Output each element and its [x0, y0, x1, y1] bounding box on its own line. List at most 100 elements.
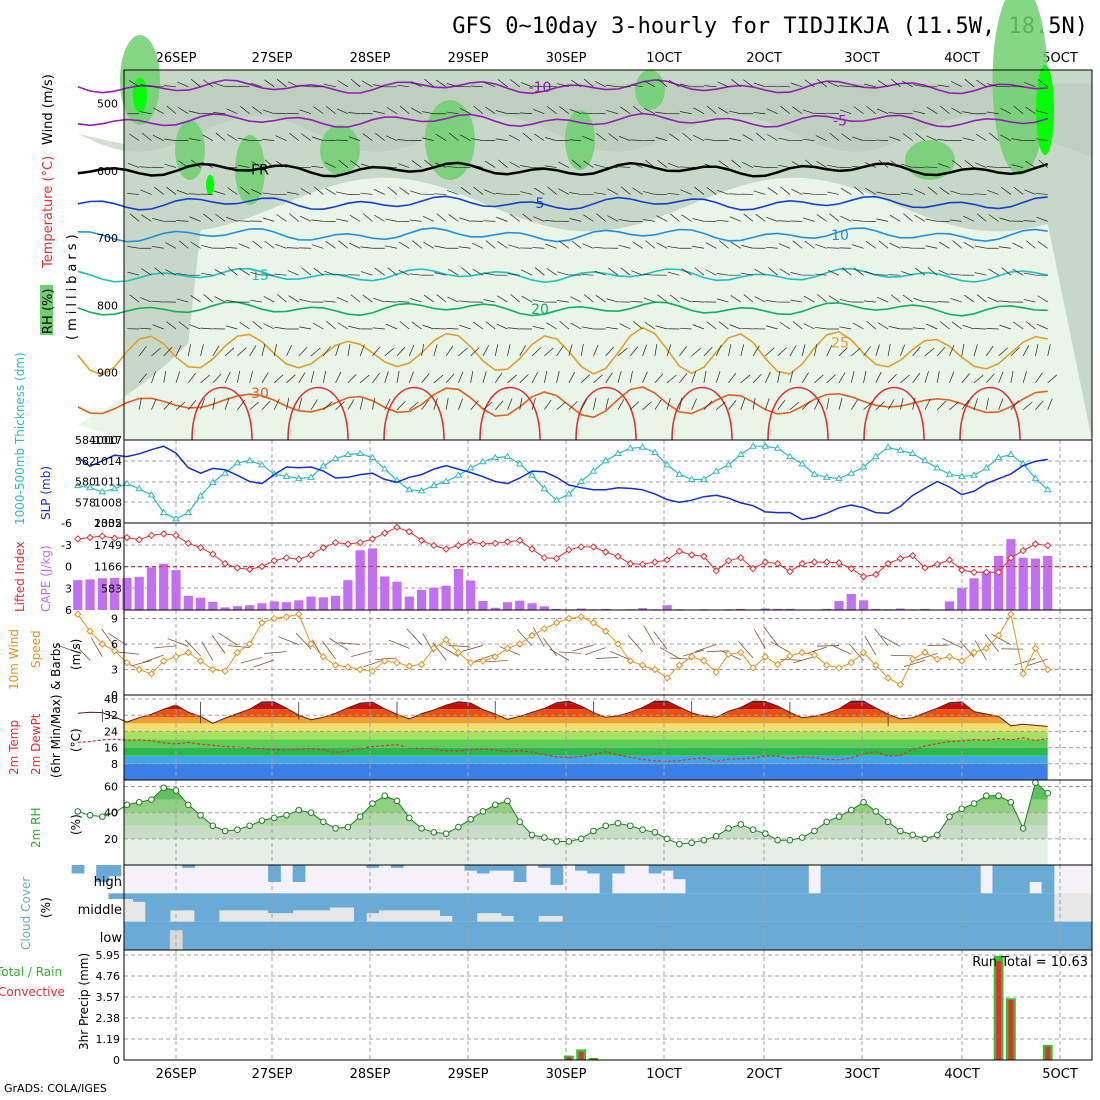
- wind-barb: [988, 268, 999, 276]
- wind-barb: [973, 374, 984, 384]
- wind10m-barb-21: [322, 641, 336, 660]
- cloud-middle-bar-23: [354, 893, 367, 922]
- wind-barb: [558, 188, 570, 195]
- wind-barb: [704, 163, 717, 168]
- wind-barb: [129, 213, 140, 222]
- wind-barb: [494, 372, 503, 384]
- lifted-index-marker-70: [933, 560, 941, 569]
- wind-barb: [1011, 85, 1024, 88]
- cape-bar-9: [183, 595, 193, 610]
- bottom-date-1OCT: 1OCT: [646, 1067, 682, 1082]
- wind-barb: [200, 374, 210, 384]
- cloud-high-bar-33: [476, 865, 490, 874]
- wind10m-marker-36: [516, 640, 524, 648]
- wind-barb: [657, 78, 668, 88]
- wind-barb: [384, 301, 398, 303]
- rh2m-marker-35: [504, 797, 511, 805]
- wind-barb: [765, 300, 778, 303]
- wind-barb: [471, 138, 484, 141]
- wind-barb: [716, 273, 729, 276]
- wind10m-barb-51: [682, 649, 705, 657]
- wind-barb: [471, 242, 484, 249]
- thickness-marker-32: [466, 464, 475, 471]
- wind-barb: [508, 134, 520, 141]
- wind-barb: [816, 214, 827, 222]
- wind-barb: [900, 344, 905, 357]
- rh2m-marker-55: [749, 826, 757, 833]
- wind-barb: [618, 244, 631, 249]
- wind10m-barb-38: [532, 627, 545, 647]
- wind-barb: [470, 347, 480, 357]
- wind-barb: [643, 297, 655, 303]
- wind-barb: [987, 190, 999, 195]
- wind-barb: [741, 272, 754, 276]
- wind-barb: [249, 401, 260, 410]
- wind-barb: [937, 84, 950, 88]
- cloud-high-bar-69: [918, 865, 932, 894]
- wind-barb: [531, 398, 536, 410]
- cloud-middle-bar-78: [1029, 893, 1043, 922]
- wind10m-marker-40: [565, 614, 573, 623]
- wind-barb: [483, 299, 496, 303]
- wind-barb: [777, 370, 781, 383]
- cloud-high-bar-44: [611, 865, 625, 874]
- wind-barb: [335, 344, 340, 357]
- thickness-marker-67: [896, 446, 905, 453]
- wind-barb: [629, 370, 633, 383]
- cloud-middle-bar-9: [182, 893, 195, 911]
- wind-barb: [176, 298, 189, 303]
- wind-barb: [801, 372, 809, 384]
- thickness-marker-62: [835, 474, 843, 481]
- lifted-index-marker-23: [356, 538, 364, 547]
- thickness-marker-18: [294, 474, 303, 481]
- diurnal-isotherm-8: [863, 386, 925, 441]
- temp-ytick-24: 24: [104, 725, 118, 738]
- wind-barb: [373, 297, 385, 303]
- wind10m-marker-79: [1044, 665, 1052, 674]
- cloud-cover-panel: [71, 864, 1093, 951]
- wind10m-barb-52: [695, 644, 717, 652]
- wind-barb: [851, 347, 861, 357]
- thickness-marker-66: [884, 443, 892, 450]
- wind-barb: [470, 400, 479, 410]
- wind10m-marker-71: [945, 653, 954, 661]
- lifted-index-marker-36: [516, 536, 524, 545]
- rh-ytick-20: 20: [104, 833, 118, 846]
- temp-ytick-40: 40: [104, 693, 118, 706]
- wind-barb: [460, 187, 471, 195]
- cloud-middle-bar-65: [869, 893, 883, 922]
- wind10m-barb-40: [549, 648, 570, 661]
- top-date-26SEP: 26SEP: [156, 51, 197, 66]
- cape-bar-78: [1030, 558, 1041, 610]
- wind-barb: [655, 325, 668, 330]
- wind-barb: [176, 189, 189, 195]
- wind-barb: [889, 242, 901, 249]
- wind10m-barb-57: [763, 627, 778, 646]
- wind-barb: [336, 218, 348, 222]
- wind-barb: [373, 189, 385, 195]
- li-ytick-0: 0: [65, 561, 72, 574]
- rh-legend-swatch: [40, 285, 53, 335]
- wind-barb: [408, 371, 414, 383]
- wind-barb: [152, 218, 164, 222]
- cape-bar-24: [367, 548, 378, 610]
- wind-barb: [557, 271, 569, 276]
- wind-barb: [913, 188, 926, 195]
- wind10m-marker-0: [74, 610, 82, 618]
- lifted-index-marker-14: [245, 565, 254, 574]
- wind-barb: [974, 245, 987, 249]
- wind-barb: [582, 243, 594, 249]
- wind-barb: [286, 247, 299, 249]
- wind-barb: [890, 294, 901, 303]
- cape-ytick-1166: 1166: [94, 561, 122, 574]
- lifted-index-marker-61: [823, 558, 831, 566]
- wind-barb: [252, 240, 263, 249]
- wind10m-marker-75: [994, 631, 1003, 640]
- grads-credit: GrADS: COLA/IGES: [4, 1082, 107, 1095]
- cape-bar-39: [552, 608, 562, 610]
- wind10m-marker-51: [700, 657, 708, 665]
- cloud-middle-bar-44: [611, 893, 625, 922]
- wind-barb: [238, 243, 250, 249]
- top-date-29SEP: 29SEP: [448, 51, 489, 66]
